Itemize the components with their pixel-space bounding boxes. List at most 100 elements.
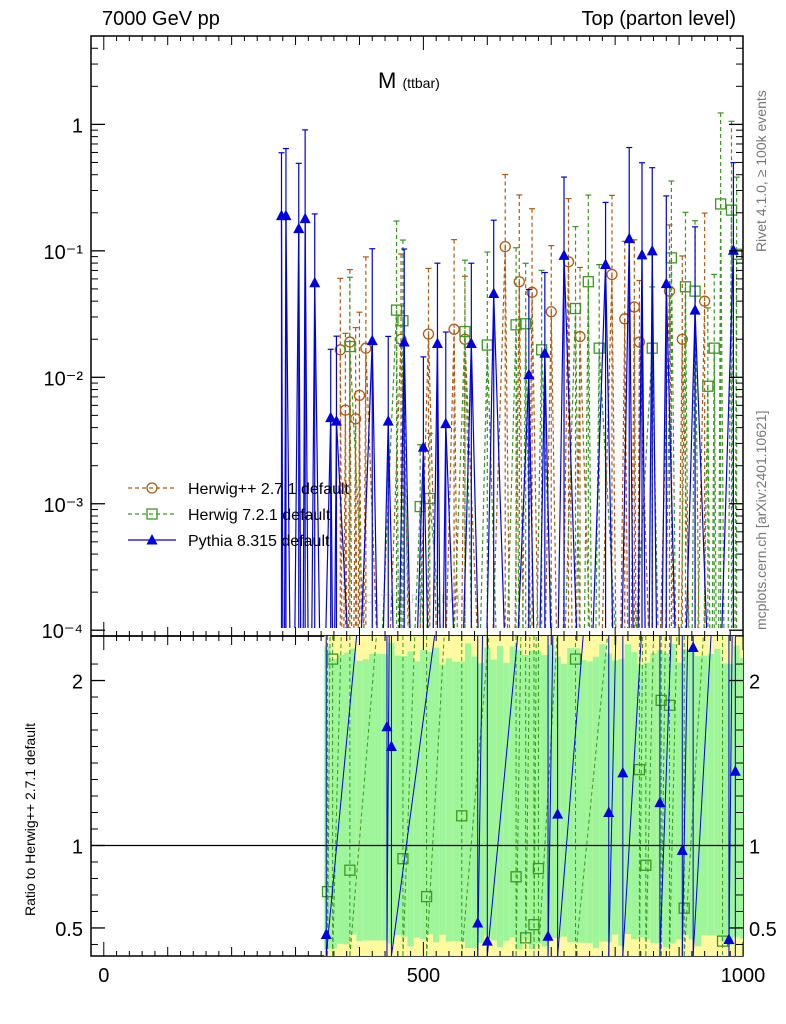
band-inner-bin bbox=[701, 655, 708, 936]
ratio-spike-line bbox=[525, 635, 531, 957]
band-inner-bin bbox=[688, 650, 696, 940]
series-connector bbox=[389, 339, 402, 629]
herwig7-point bbox=[593, 342, 605, 354]
band-inner-bin bbox=[560, 663, 568, 937]
ratio-point bbox=[729, 765, 741, 776]
series-connector bbox=[604, 264, 614, 629]
ratio-spike-line bbox=[515, 635, 522, 957]
series-connector bbox=[713, 348, 717, 629]
band-inner-bin bbox=[369, 653, 376, 941]
series-connector bbox=[539, 353, 546, 629]
series-connector bbox=[564, 308, 577, 629]
pythia-point bbox=[382, 415, 394, 426]
series-connector bbox=[515, 324, 520, 629]
pythia-point bbox=[280, 209, 292, 221]
band-inner-bin bbox=[631, 652, 638, 940]
legend: Herwig++ 2.7.1 default Herwig 7.2.1 defau… bbox=[128, 481, 350, 550]
pythia-point bbox=[600, 258, 612, 269]
pythia-point bbox=[417, 441, 429, 452]
series-connector bbox=[528, 374, 535, 629]
ratio-point bbox=[663, 699, 676, 711]
band-inner-bin bbox=[458, 661, 465, 942]
ratio-spike-line bbox=[533, 635, 537, 957]
series-connector bbox=[470, 343, 479, 629]
herwig7-point bbox=[714, 198, 727, 210]
ratio-point bbox=[320, 928, 332, 940]
series-connector bbox=[670, 257, 677, 629]
series-connector bbox=[492, 246, 506, 629]
series-connector bbox=[398, 342, 405, 629]
series-connector bbox=[506, 324, 517, 629]
series-connector bbox=[358, 395, 362, 629]
ratio-spike-line bbox=[390, 635, 436, 957]
band-inner-bin bbox=[503, 662, 510, 941]
pythia-point bbox=[299, 212, 311, 224]
legend-marker bbox=[146, 534, 158, 545]
band-inner-bin bbox=[720, 663, 728, 942]
band-inner-bin bbox=[509, 646, 517, 938]
band-inner-bin bbox=[445, 658, 453, 942]
series-connector bbox=[563, 255, 578, 629]
band-inner-bin bbox=[349, 648, 357, 935]
ratio-point bbox=[654, 796, 666, 808]
series-connector bbox=[544, 311, 552, 629]
series-connector bbox=[427, 333, 437, 629]
ratio-point bbox=[510, 871, 522, 883]
band-inner-bin bbox=[381, 654, 389, 941]
herwig-pp-point bbox=[606, 268, 618, 281]
band-inner-bin bbox=[337, 655, 344, 944]
ratio-spike-line bbox=[645, 635, 655, 957]
series-connector bbox=[325, 417, 332, 629]
series-connector bbox=[697, 301, 706, 629]
series-connector bbox=[294, 228, 300, 629]
y-tick-label: 10⁻³ bbox=[44, 495, 84, 517]
legend-label: Herwig 7.2.1 default bbox=[188, 507, 331, 524]
ratio-spike-line bbox=[557, 635, 584, 957]
series-connector bbox=[628, 238, 634, 629]
band-inner-bin bbox=[650, 653, 657, 944]
series-connector bbox=[598, 348, 616, 629]
series-connector bbox=[429, 498, 441, 629]
ratio-y-tick-label: 2 bbox=[72, 672, 83, 694]
ratio-spike-line bbox=[622, 635, 642, 957]
band-inner-bin bbox=[528, 650, 536, 950]
ratio-point bbox=[687, 641, 699, 653]
series-connector bbox=[684, 286, 689, 629]
ratio-spike-line bbox=[537, 635, 558, 957]
band-inner-bin bbox=[733, 645, 740, 937]
pythia-point bbox=[431, 337, 443, 349]
ratio-point bbox=[326, 653, 339, 665]
ratio-point bbox=[678, 902, 690, 914]
ratio-y-tick-label-right: 2 bbox=[749, 672, 760, 694]
series-connector bbox=[637, 342, 641, 629]
series-connector bbox=[417, 447, 424, 629]
process-label: Top (parton level) bbox=[581, 8, 736, 30]
band-inner-bin bbox=[452, 661, 459, 942]
pythia-point bbox=[636, 248, 648, 260]
series-pythia bbox=[275, 129, 739, 629]
ratio-point bbox=[397, 853, 409, 865]
series-connector bbox=[518, 281, 524, 629]
series-connector bbox=[445, 329, 455, 629]
herwig-pp-point bbox=[360, 342, 372, 354]
pythia-point bbox=[539, 347, 551, 358]
series-connector bbox=[694, 291, 700, 629]
series-connector bbox=[680, 286, 687, 629]
ratio-spike-line bbox=[608, 635, 617, 957]
ratio-point bbox=[640, 859, 652, 871]
herwig7-point bbox=[708, 342, 720, 354]
series-connector bbox=[314, 282, 321, 629]
series-connector bbox=[349, 346, 365, 629]
pythia-point bbox=[366, 334, 378, 346]
ratio-spike-line bbox=[402, 635, 416, 957]
series-connector bbox=[414, 506, 421, 629]
band-inner-bin bbox=[401, 656, 408, 937]
plot-title: M (ttbar) bbox=[378, 68, 440, 94]
band-inner-bin bbox=[599, 644, 606, 942]
ratio-series-group bbox=[320, 635, 741, 957]
series-connector bbox=[721, 250, 735, 629]
series-connector bbox=[544, 353, 552, 629]
ratio-spike-line bbox=[386, 635, 390, 957]
series-connector bbox=[574, 308, 580, 629]
